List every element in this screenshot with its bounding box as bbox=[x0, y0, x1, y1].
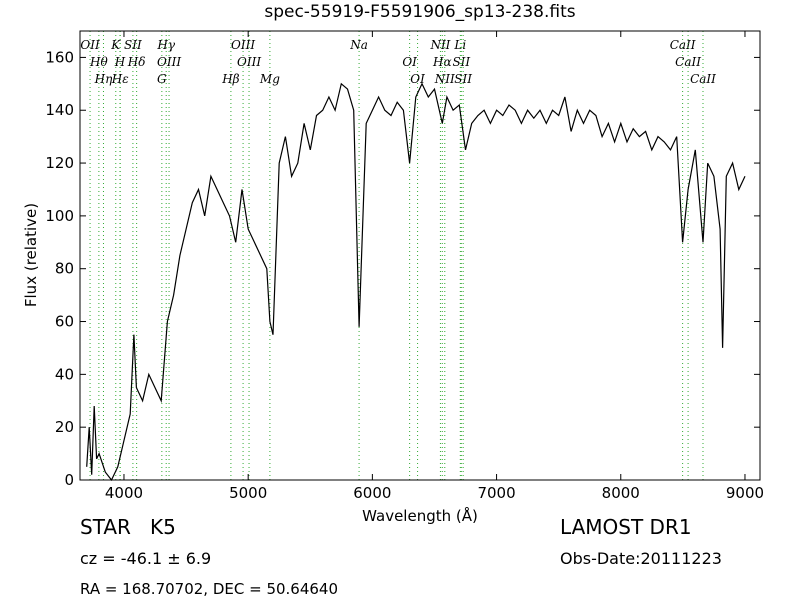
y-tick-label: 120 bbox=[45, 154, 74, 172]
x-tick-label: 5000 bbox=[229, 484, 267, 502]
y-tick-label: 100 bbox=[45, 207, 74, 225]
line-label: OI bbox=[410, 72, 425, 86]
line-label: Hα bbox=[432, 55, 452, 69]
y-tick-label: 140 bbox=[45, 101, 74, 119]
y-tick-label: 20 bbox=[55, 418, 74, 436]
line-label: SII bbox=[452, 55, 470, 69]
x-tick-label: 9000 bbox=[726, 484, 764, 502]
line-label: CaII bbox=[690, 72, 716, 86]
y-tick-label: 0 bbox=[64, 471, 74, 489]
line-label: Li bbox=[453, 38, 466, 52]
chart-title: spec-55919-F5591906_sp13-238.fits bbox=[264, 2, 575, 22]
redshift: cz = -46.1 ± 6.9 bbox=[80, 549, 211, 568]
line-label: Hη bbox=[94, 72, 113, 86]
line-label: SII bbox=[124, 38, 142, 52]
line-label: NII bbox=[429, 38, 450, 52]
y-tick-label: 40 bbox=[55, 365, 74, 383]
line-label: Hε bbox=[111, 72, 129, 86]
x-tick-label: 4000 bbox=[105, 484, 143, 502]
line-label: G bbox=[157, 72, 167, 86]
plot-frame bbox=[79, 30, 761, 481]
x-tick-label: 6000 bbox=[353, 484, 391, 502]
y-axis-label: Flux (relative) bbox=[22, 203, 40, 307]
line-label: CaII bbox=[670, 38, 696, 52]
line-label: OI bbox=[402, 55, 417, 69]
line-label: OIII bbox=[231, 38, 255, 52]
x-tick-label: 7000 bbox=[477, 484, 515, 502]
x-axis-label: Wavelength (Å) bbox=[362, 506, 478, 525]
line-label: SII bbox=[454, 72, 472, 86]
x-tick-label: 8000 bbox=[602, 484, 640, 502]
line-label: CaII bbox=[675, 55, 701, 69]
line-label: OII bbox=[80, 38, 100, 52]
line-label: Hβ bbox=[221, 72, 239, 86]
line-label: Hγ bbox=[156, 38, 175, 52]
line-label: OIII bbox=[157, 55, 181, 69]
line-label: K bbox=[110, 38, 121, 52]
line-label: H bbox=[114, 55, 126, 69]
y-tick-label: 60 bbox=[55, 313, 74, 331]
y-tick-label: 80 bbox=[55, 260, 74, 278]
coordinates: RA = 168.70702, DEC = 50.64640 bbox=[80, 580, 338, 598]
line-label: Hθ bbox=[89, 55, 108, 69]
spectrum bbox=[86, 82, 746, 482]
line-label: NII bbox=[434, 72, 455, 86]
object-subclass: K5 bbox=[150, 515, 176, 539]
survey: LAMOST DR1 bbox=[560, 515, 692, 539]
line-label: OIII bbox=[237, 55, 261, 69]
y-tick-label: 160 bbox=[45, 48, 74, 66]
line-label: Na bbox=[349, 38, 368, 52]
obs-date: Obs-Date:20111223 bbox=[560, 549, 722, 568]
line-label: Hδ bbox=[127, 55, 146, 69]
object-class: STAR bbox=[80, 515, 131, 539]
line-label: Mg bbox=[259, 72, 280, 86]
